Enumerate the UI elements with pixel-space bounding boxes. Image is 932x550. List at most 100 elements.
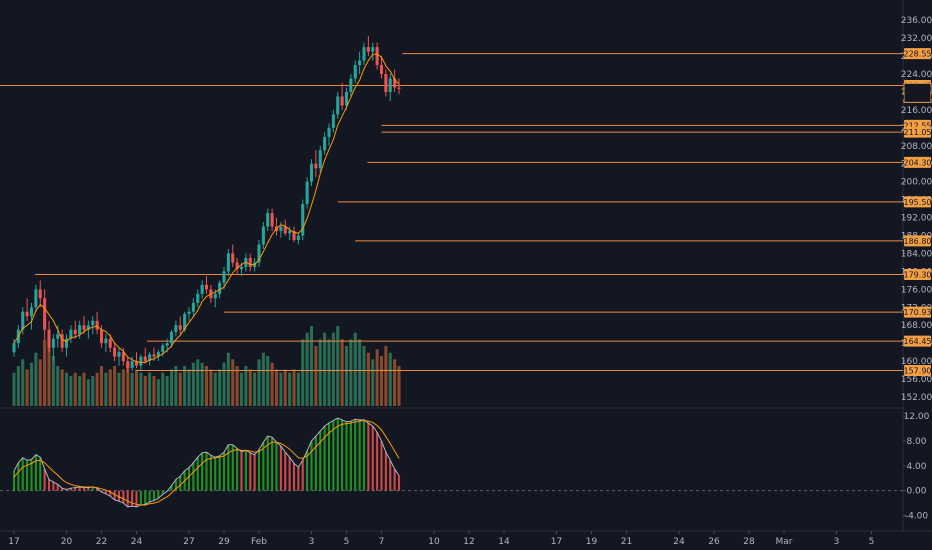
candle-body[interactable] bbox=[327, 127, 331, 137]
time-axis[interactable]: 17 20 22 24 27 29 Feb 3 5 7 10 12 14 17 19 21 24 26 28 Mar 3… bbox=[8, 531, 874, 547]
candle-body[interactable] bbox=[379, 65, 384, 75]
candle-body[interactable] bbox=[183, 314, 187, 330]
candle-body[interactable] bbox=[60, 334, 64, 348]
candle-body[interactable] bbox=[113, 347, 117, 357]
candle-body[interactable] bbox=[73, 329, 77, 335]
candle-body[interactable] bbox=[226, 253, 230, 272]
volume-bar bbox=[169, 369, 174, 406]
candle-body[interactable] bbox=[134, 361, 139, 366]
candle-body[interactable] bbox=[292, 231, 296, 241]
candle-body[interactable] bbox=[78, 325, 82, 335]
candle-body[interactable] bbox=[25, 311, 29, 317]
candle-body[interactable] bbox=[349, 78, 353, 92]
candle-body[interactable] bbox=[38, 289, 42, 299]
candle-body[interactable] bbox=[196, 293, 200, 303]
candle-body[interactable] bbox=[43, 298, 47, 330]
candle-body[interactable] bbox=[69, 329, 73, 339]
candle-body[interactable] bbox=[344, 91, 349, 106]
candle-body[interactable] bbox=[305, 181, 309, 205]
candle-body[interactable] bbox=[248, 257, 252, 267]
candle-body[interactable] bbox=[148, 354, 152, 362]
candle-body[interactable] bbox=[126, 361, 130, 368]
candle-body[interactable] bbox=[239, 266, 244, 270]
candle-body[interactable] bbox=[121, 352, 125, 362]
candle-body[interactable] bbox=[64, 338, 69, 348]
candle-body[interactable] bbox=[174, 325, 178, 332]
candle-body[interactable] bbox=[152, 354, 156, 357]
candle-body[interactable] bbox=[29, 307, 34, 317]
candle-body[interactable] bbox=[213, 293, 217, 299]
candle-body[interactable] bbox=[187, 311, 191, 315]
candle-body[interactable] bbox=[139, 356, 143, 366]
candle-body[interactable] bbox=[261, 226, 265, 245]
candle-body[interactable] bbox=[204, 284, 209, 290]
level-price-label: 195.50 bbox=[904, 198, 932, 207]
candle-body[interactable] bbox=[314, 163, 318, 169]
candle-body[interactable] bbox=[393, 78, 397, 88]
candle-body[interactable] bbox=[340, 96, 344, 106]
candle-body[interactable] bbox=[51, 338, 55, 348]
candle-body[interactable] bbox=[283, 226, 287, 234]
candle-body[interactable] bbox=[384, 74, 388, 92]
candle-body[interactable] bbox=[288, 231, 292, 234]
candle-body[interactable] bbox=[130, 361, 134, 368]
candle-body[interactable] bbox=[270, 213, 274, 227]
oscillator-axis[interactable]: 12.00 8.00 4.00 0.00 -4.00 bbox=[903, 412, 930, 521]
volume-bar bbox=[121, 369, 125, 406]
candle-body[interactable] bbox=[47, 329, 51, 348]
candle-body[interactable] bbox=[366, 47, 370, 52]
candle-body[interactable] bbox=[56, 334, 60, 339]
price-axis[interactable]: 236.00232.00228.00224.00220.00216.00212.… bbox=[900, 16, 932, 403]
candle-body[interactable] bbox=[104, 338, 108, 344]
candle-body[interactable] bbox=[143, 356, 147, 362]
candle-body[interactable] bbox=[358, 60, 362, 66]
oscillator-histogram-bar bbox=[319, 431, 322, 491]
oscillator-histogram-bar bbox=[179, 476, 182, 491]
candle-body[interactable] bbox=[231, 253, 235, 263]
candle-body[interactable] bbox=[34, 289, 38, 308]
candle-body[interactable] bbox=[353, 65, 357, 79]
candle-body[interactable] bbox=[309, 163, 314, 182]
candle-body[interactable] bbox=[108, 338, 112, 348]
oscillator-signal-line bbox=[13, 420, 400, 506]
candle-body[interactable] bbox=[218, 282, 222, 294]
candle-body[interactable] bbox=[86, 325, 90, 330]
candle-body[interactable] bbox=[156, 352, 160, 357]
candle-body[interactable] bbox=[362, 47, 366, 61]
candle-body[interactable] bbox=[95, 320, 99, 330]
candle-body[interactable] bbox=[397, 87, 401, 89]
candle-body[interactable] bbox=[169, 331, 174, 344]
candle-body[interactable] bbox=[161, 345, 165, 353]
candle-body[interactable] bbox=[375, 47, 379, 66]
candle-body[interactable] bbox=[323, 136, 327, 151]
candle-body[interactable] bbox=[371, 47, 375, 52]
candle-body[interactable] bbox=[331, 114, 335, 128]
candle-body[interactable] bbox=[21, 311, 25, 330]
candle-body[interactable] bbox=[191, 302, 195, 312]
candle-body[interactable] bbox=[266, 213, 270, 227]
candle-body[interactable] bbox=[301, 204, 305, 236]
candle-body[interactable] bbox=[318, 150, 322, 169]
oscillator-pane[interactable] bbox=[0, 417, 932, 532]
price-pane[interactable] bbox=[0, 0, 904, 531]
candle-body[interactable] bbox=[222, 271, 226, 283]
candle-body[interactable] bbox=[279, 226, 283, 232]
candle-body[interactable] bbox=[200, 284, 204, 294]
time-tick-label: 26 bbox=[708, 537, 720, 547]
candle-body[interactable] bbox=[336, 96, 340, 115]
candle-body[interactable] bbox=[91, 320, 95, 326]
candle-body[interactable] bbox=[117, 352, 121, 357]
candle-body[interactable] bbox=[296, 235, 300, 241]
candle-body[interactable] bbox=[82, 325, 86, 330]
volume-bar bbox=[261, 352, 265, 406]
candle-body[interactable] bbox=[12, 343, 16, 353]
candle-body[interactable] bbox=[235, 262, 239, 270]
candle-body[interactable] bbox=[165, 343, 169, 346]
volume-bar bbox=[38, 359, 42, 406]
candle-body[interactable] bbox=[99, 329, 104, 344]
volume-bar bbox=[279, 372, 283, 406]
candle-body[interactable] bbox=[257, 244, 261, 263]
candle-body[interactable] bbox=[178, 325, 182, 330]
candle-body[interactable] bbox=[388, 78, 392, 92]
